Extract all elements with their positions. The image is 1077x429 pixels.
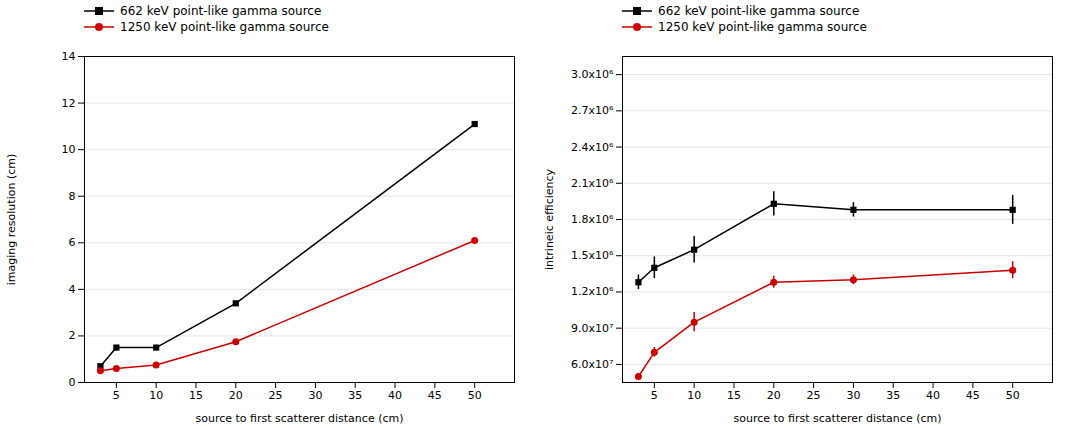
svg-text:1.2x10⁶: 1.2x10⁶ xyxy=(571,285,614,298)
svg-text:source to first scatterer dist: source to first scatterer distance (cm) xyxy=(734,412,942,425)
html-text:1250 keV point-like gamma sour: 1250 keV point-like gamma source xyxy=(658,20,867,34)
svg-text:50: 50 xyxy=(468,389,482,402)
svg-text:intrineic efficiency: intrineic efficiency xyxy=(543,168,556,270)
svg-text:20: 20 xyxy=(229,389,243,402)
svg-text:40: 40 xyxy=(388,389,402,402)
svg-text:5: 5 xyxy=(651,389,658,402)
svg-text:6: 6 xyxy=(69,236,76,249)
svg-text:50: 50 xyxy=(1006,389,1020,402)
svg-text:1.5x10⁶: 1.5x10⁶ xyxy=(571,249,614,262)
svg-text:3.0x10⁶: 3.0x10⁶ xyxy=(571,68,614,81)
svg-text:20: 20 xyxy=(767,389,781,402)
svg-text:4: 4 xyxy=(69,283,76,296)
svg-text:35: 35 xyxy=(348,389,362,402)
svg-text:imaging resolution (cm): imaging resolution (cm) xyxy=(5,154,18,285)
svg-text:5: 5 xyxy=(113,389,120,402)
svg-text:45: 45 xyxy=(428,389,442,402)
svg-text:25: 25 xyxy=(807,389,821,402)
html-text:662 keV point-like gamma sourc: 662 keV point-like gamma source xyxy=(120,4,322,18)
svg-text:45: 45 xyxy=(966,389,980,402)
svg-text:0: 0 xyxy=(69,376,76,389)
svg-text:10: 10 xyxy=(62,143,76,156)
svg-text:2.1x10⁶: 2.1x10⁶ xyxy=(571,177,614,190)
svg-text:1.8x10⁶: 1.8x10⁶ xyxy=(571,213,614,226)
svg-text:35: 35 xyxy=(886,389,900,402)
svg-text:15: 15 xyxy=(727,389,741,402)
svg-text:25: 25 xyxy=(269,389,283,402)
svg-text:30: 30 xyxy=(308,389,322,402)
svg-text:10: 10 xyxy=(687,389,701,402)
svg-text:10: 10 xyxy=(149,389,163,402)
svg-text:12: 12 xyxy=(62,97,76,110)
html-text:1250 keV point-like gamma sour: 1250 keV point-like gamma source xyxy=(120,20,329,34)
svg-text:40: 40 xyxy=(926,389,940,402)
svg-text:8: 8 xyxy=(69,190,76,203)
svg-text:9.0x10⁷: 9.0x10⁷ xyxy=(571,322,613,335)
svg-text:6.0x10⁷: 6.0x10⁷ xyxy=(571,358,613,371)
svg-text:30: 30 xyxy=(846,389,860,402)
svg-text:15: 15 xyxy=(189,389,203,402)
svg-text:14: 14 xyxy=(62,50,76,63)
svg-text:source to first scatterer dist: source to first scatterer distance (cm) xyxy=(196,412,404,425)
svg-text:2.4x10⁶: 2.4x10⁶ xyxy=(571,141,614,154)
html-text:662 keV point-like gamma sourc: 662 keV point-like gamma source xyxy=(658,4,860,18)
svg-text:2.7x10⁶: 2.7x10⁶ xyxy=(571,104,614,117)
svg-text:2: 2 xyxy=(69,329,76,342)
